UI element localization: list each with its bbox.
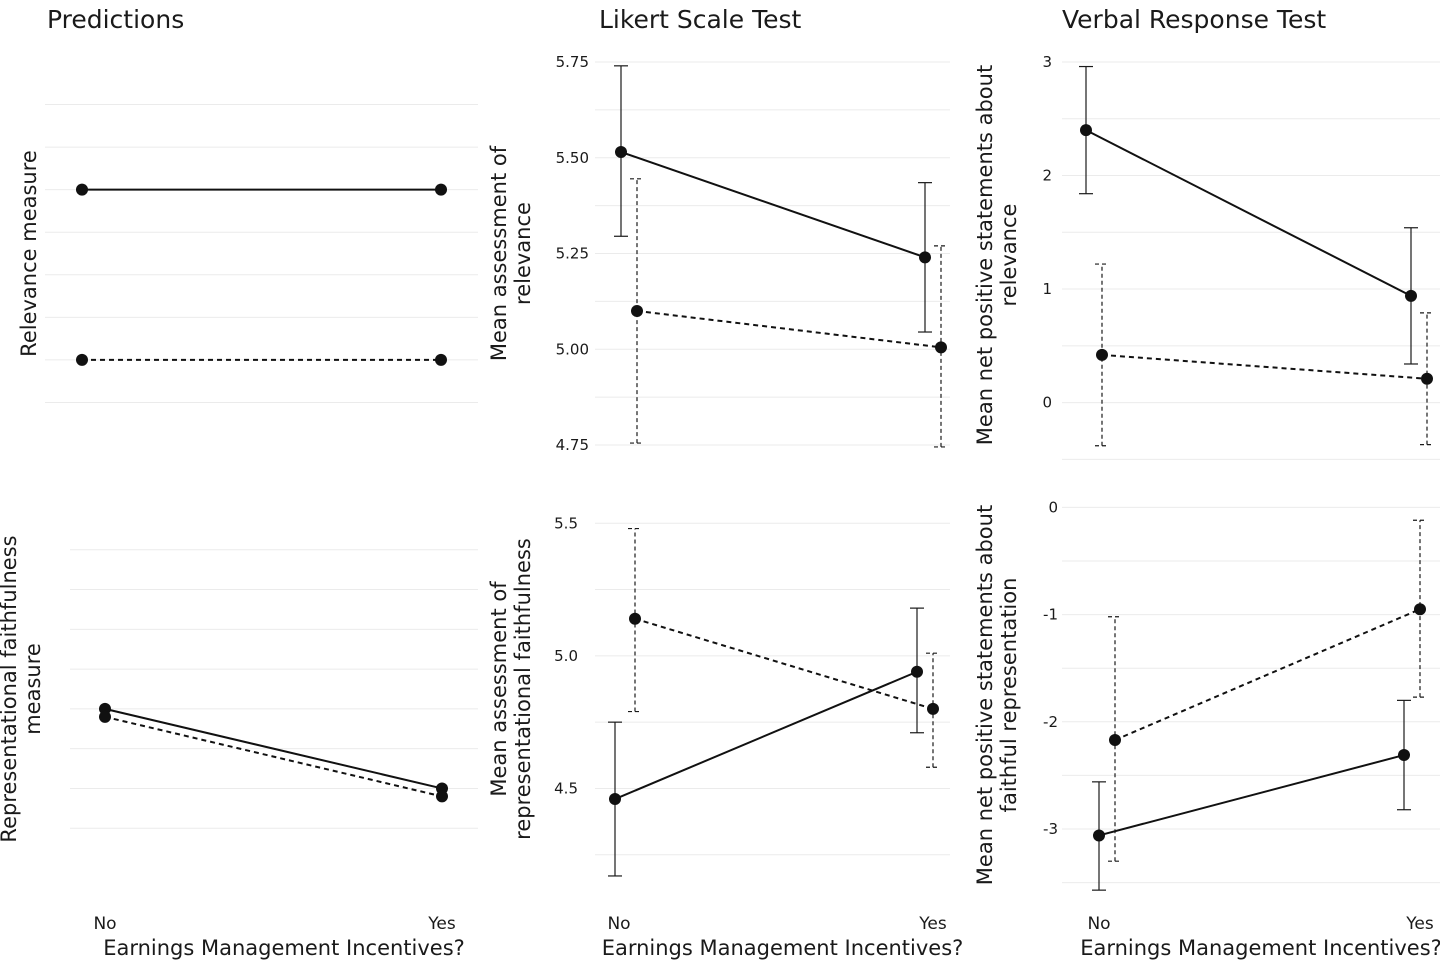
data-point	[76, 183, 88, 196]
y-tick-label: 4.75	[556, 436, 589, 454]
series-line-dashed	[636, 309, 942, 349]
y-axis-title: Mean net positive statements about	[973, 505, 997, 885]
series-line-dashed	[634, 617, 934, 710]
panel-likert-rf: 4.5 5.0 5.5 Mean assessment of representatio…	[487, 514, 963, 960]
series-line-solid	[104, 707, 443, 790]
series-line-solid	[620, 151, 926, 259]
y-tick-label: 5.0	[554, 647, 578, 665]
panel-verbal-rel: Verbal Response Test 0 1 2 3 Mean net positiv…	[973, 5, 1440, 460]
x-tick-label: No	[93, 914, 116, 934]
y-axis-title: Relevance measure	[17, 150, 41, 357]
y-tick-label: 5.00	[556, 340, 589, 358]
x-tick-label: Yes	[918, 914, 947, 934]
data-point	[436, 790, 448, 803]
x-tick-label: No	[607, 914, 630, 934]
data-point	[1080, 124, 1092, 137]
y-axis-title: relevance	[511, 202, 535, 305]
y-tick-label: -3	[1043, 820, 1058, 838]
y-axis-title: relevance	[997, 204, 1021, 307]
series-line-solid	[1098, 754, 1405, 837]
x-tick-label: No	[1087, 914, 1110, 934]
y-tick-label: -2	[1043, 713, 1058, 731]
data-point	[1096, 348, 1108, 361]
error-bar	[630, 178, 644, 444]
y-axis-title: Representational faithfulness	[0, 535, 21, 842]
y-tick-label: 5.75	[556, 53, 589, 71]
data-point	[935, 341, 947, 354]
data-point	[919, 251, 931, 264]
data-point	[615, 146, 627, 159]
panel-pred-rel: Predictions Relevance measure	[17, 5, 478, 403]
y-axis-title: Mean assessment of	[487, 581, 511, 797]
data-point	[99, 710, 111, 723]
y-tick-label: 5.5	[554, 514, 578, 532]
y-axis-title: Mean net positive statements about	[973, 65, 997, 445]
data-point	[927, 702, 939, 715]
y-tick-label: 0	[1042, 394, 1052, 412]
panel-title: Verbal Response Test	[1062, 5, 1326, 34]
data-point	[1093, 829, 1105, 842]
data-point	[911, 665, 923, 678]
panel-title: Predictions	[47, 5, 184, 34]
data-point	[609, 793, 621, 806]
data-point	[1405, 289, 1417, 302]
error-bar	[1095, 263, 1109, 447]
y-tick-label: 1	[1042, 280, 1052, 298]
y-tick-label: 2	[1042, 167, 1052, 185]
y-axis-title: representational faithfulness	[511, 538, 535, 840]
y-axis-title: measure	[21, 643, 45, 735]
x-tick-label: Yes	[1405, 914, 1434, 934]
series-line-dashed	[1101, 353, 1428, 380]
x-axis-title: Earnings Management Incentives?	[103, 936, 465, 960]
x-axis-title: Earnings Management Incentives?	[602, 936, 964, 960]
series-line-solid	[1085, 129, 1412, 297]
data-point	[1109, 734, 1121, 747]
y-axis-title: faithful representation	[997, 578, 1021, 813]
y-tick-label: 0	[1048, 498, 1058, 516]
data-point	[76, 353, 88, 366]
panel-title: Likert Scale Test	[599, 5, 802, 34]
y-axis-title: Mean assessment of	[487, 145, 511, 361]
y-tick-label: 4.5	[554, 779, 578, 797]
y-tick-label: -1	[1043, 606, 1058, 624]
y-tick-label: 3	[1042, 53, 1052, 71]
data-point	[1414, 603, 1426, 616]
data-point	[631, 304, 643, 317]
data-point	[629, 612, 641, 625]
series-line-solid	[614, 670, 918, 800]
panel-likert-rel: Likert Scale Test 4.75 5.00 5.25 5.50 5.75 Mea…	[487, 5, 950, 454]
data-point	[435, 183, 447, 196]
x-tick-label: Yes	[427, 914, 456, 934]
error-bar	[1413, 519, 1427, 698]
data-point	[1421, 372, 1433, 385]
panel-verbal-rf: -3 -2 -1 0 Mean net positive statements abou…	[973, 498, 1440, 960]
data-point	[435, 353, 447, 366]
data-point	[1398, 749, 1410, 762]
series-line-dashed	[1114, 608, 1421, 741]
y-tick-label: 5.25	[556, 245, 589, 263]
series-line-dashed	[104, 715, 443, 798]
y-tick-label: 5.50	[556, 149, 589, 167]
x-axis-title: Earnings Management Incentives?	[1080, 936, 1440, 960]
